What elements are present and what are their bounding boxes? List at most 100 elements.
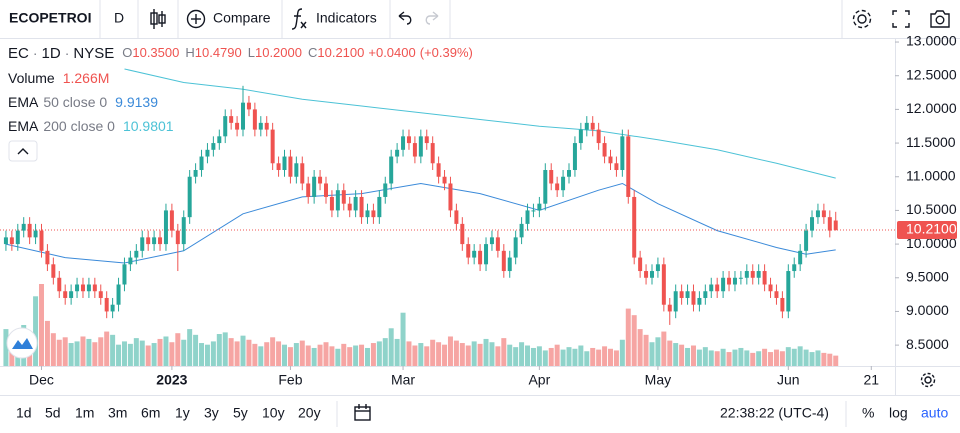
candle-body: [448, 183, 453, 211]
candle-body: [632, 196, 637, 258]
symbol-button[interactable]: ECOPETROI: [9, 10, 91, 26]
volume-bar: [613, 350, 619, 366]
range-button[interactable]: 20y: [298, 405, 321, 421]
volume-bar: [86, 338, 92, 366]
candle-body: [341, 190, 346, 204]
candle-body: [507, 257, 512, 272]
candle-body: [63, 291, 68, 298]
screenshot-button[interactable]: [930, 10, 950, 28]
volume-bar: [661, 331, 667, 366]
volume-bar: [560, 349, 566, 366]
volume-bar: [762, 348, 768, 366]
volume-bar: [98, 337, 104, 366]
volume-bar: [74, 341, 80, 366]
candle-body: [15, 230, 20, 245]
interval-button[interactable]: D: [114, 10, 124, 26]
volume-bar: [204, 344, 210, 366]
candle-body: [590, 122, 595, 130]
candle-body: [116, 284, 121, 305]
candle-body: [478, 250, 483, 265]
legend-ohlc-value: 10.2100: [317, 45, 364, 60]
candle-body: [501, 250, 506, 272]
candle-body: [193, 170, 198, 177]
range-button[interactable]: 5y: [233, 405, 248, 421]
volume-bar: [726, 352, 732, 366]
candle-body: [187, 176, 192, 218]
range-button[interactable]: 1y: [175, 405, 190, 421]
volume-bar: [33, 296, 39, 366]
ema-legend: EMA 200 close 0 10.9801: [8, 118, 174, 134]
volume-bar: [376, 341, 382, 366]
settings-button[interactable]: [852, 9, 872, 29]
undo-button[interactable]: [398, 11, 412, 25]
volume-bar: [104, 331, 110, 366]
collapse-legend-button[interactable]: [8, 140, 38, 162]
candle-body: [377, 196, 382, 218]
last-price-box: [897, 220, 957, 239]
candle-body: [578, 129, 583, 144]
logo[interactable]: [6, 327, 38, 359]
range-button[interactable]: 5d: [45, 405, 61, 421]
volume-bar: [341, 343, 347, 366]
candle-body: [175, 230, 180, 245]
range-button[interactable]: 1m: [75, 405, 94, 421]
candle-body: [110, 304, 115, 312]
x-tick-label: 2023: [156, 372, 187, 388]
chart-type-button[interactable]: [150, 9, 166, 29]
range-button[interactable]: 3y: [204, 405, 219, 421]
percent-toggle[interactable]: %: [862, 405, 874, 421]
auto-toggle[interactable]: auto: [921, 405, 948, 421]
volume-bar: [513, 347, 519, 366]
candle-body: [69, 291, 74, 298]
volume-bar: [643, 334, 649, 366]
candle-body: [584, 122, 589, 130]
candle-body: [92, 284, 97, 292]
legend-ohlc-name: L: [248, 45, 255, 60]
axis-settings-button[interactable]: [920, 372, 936, 388]
candle-body: [833, 220, 838, 230]
candle-body: [644, 271, 649, 278]
volume-bar: [258, 346, 264, 366]
volume-bar: [169, 342, 175, 366]
candle-body: [715, 284, 720, 292]
y-tick-label: 11.5000: [906, 134, 956, 150]
volume-bar: [234, 341, 240, 366]
compare-icon[interactable]: [186, 9, 206, 29]
candle-body: [312, 176, 317, 197]
redo-button[interactable]: [425, 11, 439, 25]
clock: 22:38:22 (UTC-4): [720, 405, 829, 421]
candle-body: [436, 163, 441, 177]
candle-body: [158, 237, 163, 245]
compare-button[interactable]: Compare: [213, 10, 271, 26]
volume-bar: [637, 329, 643, 366]
range-button[interactable]: 10y: [262, 405, 285, 421]
volume-bar: [80, 336, 86, 366]
candle-body: [134, 250, 139, 258]
candle-body: [128, 257, 133, 265]
range-button[interactable]: 3m: [108, 405, 127, 421]
candle-body: [401, 136, 406, 150]
range-button[interactable]: 1d: [16, 405, 32, 421]
indicators-icon[interactable]: [291, 8, 307, 30]
volume-bar: [68, 343, 74, 366]
volume-bar: [121, 341, 127, 366]
ema-params: 50 close 0: [43, 94, 107, 110]
x-tick-label: Jun: [777, 372, 800, 388]
range-button[interactable]: 6m: [141, 405, 160, 421]
volume-bar: [44, 320, 50, 366]
volume-bar: [157, 338, 163, 366]
candle-body: [596, 129, 601, 144]
x-tick-label: Feb: [278, 372, 302, 388]
volume-bar: [436, 342, 442, 366]
fullscreen-button[interactable]: [892, 10, 910, 28]
volume-bar: [702, 347, 708, 366]
volume-bar: [412, 345, 418, 366]
date-range-button[interactable]: [354, 404, 371, 421]
candle-body: [359, 196, 364, 218]
indicators-button[interactable]: Indicators: [316, 10, 377, 26]
volume-bar: [56, 339, 62, 366]
candle-body: [762, 271, 767, 285]
log-toggle[interactable]: log: [889, 405, 908, 421]
volume-bar: [50, 333, 56, 366]
